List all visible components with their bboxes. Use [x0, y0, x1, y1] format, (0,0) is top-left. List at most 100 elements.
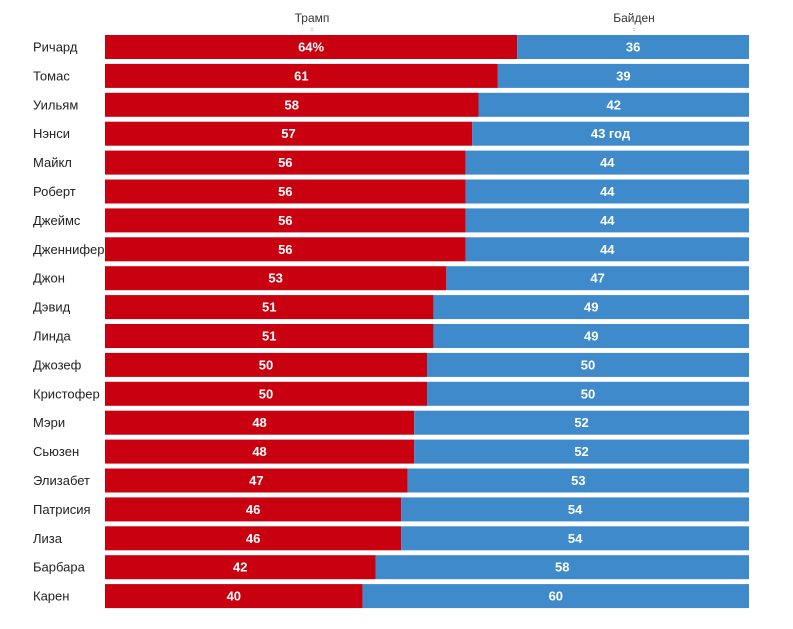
- bar-rows: Ричард 64% 36 Томас 61 39 Уильям 58 42 Нэнси 57 43 …: [33, 35, 749, 609]
- row-label: Сьюзен: [33, 444, 79, 459]
- bar-biden: [427, 352, 749, 377]
- bar-trump: [105, 237, 466, 262]
- value-label-biden: 50: [581, 357, 595, 372]
- value-label-trump: 56: [278, 155, 292, 170]
- bar-trump: [105, 352, 427, 377]
- value-label-biden: 53: [571, 473, 585, 488]
- bar-biden: [414, 439, 749, 464]
- row-label: Роберт: [33, 184, 76, 199]
- bar-trump: [105, 497, 402, 522]
- value-label-biden: 50: [581, 386, 595, 401]
- bar-biden: [362, 584, 749, 609]
- value-label-trump: 46: [246, 502, 260, 517]
- bar-row: Уильям 58 42: [33, 92, 749, 117]
- value-label-trump: 48: [252, 415, 266, 430]
- bar-trump: [105, 381, 427, 406]
- value-label-trump: 58: [285, 97, 299, 112]
- value-label-biden: 43 год: [591, 126, 631, 141]
- bar-row: Мэри 48 52: [33, 410, 749, 435]
- bar-row: Карен 40 60: [33, 584, 749, 609]
- bar-trump: [105, 208, 466, 233]
- bar-row: Сьюзен 48 52: [33, 439, 749, 464]
- bar-biden: [478, 92, 749, 117]
- bar-biden: [465, 179, 749, 204]
- value-label-biden: 58: [555, 560, 569, 575]
- bar-biden: [427, 381, 749, 406]
- bar-trump: [105, 324, 434, 348]
- value-label-trump: 40: [227, 589, 241, 604]
- bar-row: Майкл 56 44: [33, 150, 749, 175]
- bar-biden: [472, 121, 749, 146]
- value-label-biden: 49: [584, 329, 598, 344]
- value-label-trump: 50: [259, 357, 273, 372]
- row-label: Уильям: [33, 97, 78, 112]
- bar-row: Ричард 64% 36: [33, 35, 749, 59]
- value-label-trump: 64%: [298, 40, 324, 55]
- bar-biden: [401, 526, 749, 551]
- bar-trump: [105, 584, 363, 609]
- value-label-biden: 44: [600, 242, 615, 257]
- value-label-trump: 61: [294, 68, 308, 83]
- value-label-biden: 39: [616, 68, 630, 83]
- bar-trump: [105, 150, 466, 175]
- row-label: Ричард: [33, 40, 78, 55]
- value-label-biden: 52: [574, 444, 588, 459]
- bar-row: Кристофер 50 50: [33, 381, 749, 406]
- value-label-trump: 53: [268, 271, 282, 286]
- value-label-biden: 54: [568, 502, 583, 517]
- column-label-trump: Трамп: [295, 11, 330, 25]
- bar-biden: [497, 63, 749, 88]
- row-label: Барбара: [33, 560, 86, 575]
- value-label-trump: 51: [262, 300, 276, 315]
- row-label: Нэнси: [33, 126, 70, 141]
- column-header: Трамп Байден: [295, 11, 655, 25]
- bar-trump: [105, 555, 376, 580]
- bar-biden: [375, 555, 749, 580]
- value-label-biden: 44: [600, 184, 615, 199]
- bar-trump: [105, 468, 408, 493]
- bar-biden: [401, 497, 749, 522]
- bar-biden: [433, 295, 749, 320]
- bar-row: Патрисия 46 54: [33, 497, 749, 522]
- bar-row: Томас 61 39: [33, 63, 749, 88]
- bar-trump: [105, 410, 415, 435]
- bar-trump: [105, 35, 518, 59]
- value-label-trump: 51: [262, 329, 276, 344]
- row-label: Дэвид: [33, 300, 71, 315]
- value-label-biden: 44: [600, 213, 615, 228]
- bar-trump: [105, 63, 498, 88]
- bar-row: Джозеф 50 50: [33, 352, 749, 377]
- bar-biden: [433, 324, 749, 348]
- value-label-trump: 47: [249, 473, 263, 488]
- value-label-biden: 54: [568, 531, 583, 546]
- row-label: Томас: [33, 68, 70, 83]
- row-label: Джеймс: [33, 213, 81, 228]
- value-label-trump: 57: [281, 126, 295, 141]
- row-label: Мэри: [33, 415, 65, 430]
- value-label-trump: 46: [246, 531, 260, 546]
- bar-row: Лиза 46 54: [33, 526, 749, 551]
- value-label-biden: 47: [590, 271, 604, 286]
- bar-trump: [105, 526, 402, 551]
- value-label-trump: 56: [278, 184, 292, 199]
- row-label: Джон: [33, 271, 65, 286]
- value-label-biden: 60: [549, 589, 563, 604]
- bar-biden: [517, 35, 749, 59]
- bar-row: Элизабет 47 53: [33, 468, 749, 493]
- row-label: Дженнифер: [33, 242, 105, 257]
- row-label: Кристофер: [33, 386, 100, 401]
- bar-biden: [446, 266, 749, 291]
- row-label: Элизабет: [33, 473, 90, 488]
- row-label: Патрисия: [33, 502, 91, 517]
- bar-biden: [465, 208, 749, 233]
- value-label-biden: 44: [600, 155, 615, 170]
- bar-biden: [465, 150, 749, 175]
- value-label-biden: 49: [584, 300, 598, 315]
- value-label-trump: 48: [252, 444, 266, 459]
- bar-trump: [105, 295, 434, 320]
- bar-trump: [105, 266, 447, 291]
- bar-trump: [105, 439, 415, 464]
- bar-row: Линда 51 49: [33, 324, 749, 348]
